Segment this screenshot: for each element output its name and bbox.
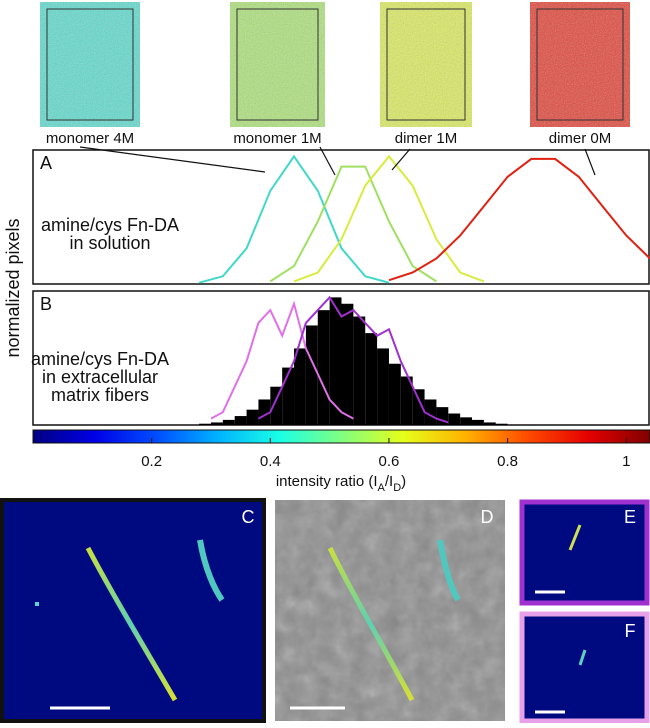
legend-label: dimer 1M [395, 130, 458, 147]
histogram-bar [246, 409, 259, 425]
line [210, 300, 354, 420]
panels [0, 498, 650, 724]
histogram-bar [400, 376, 413, 425]
sample-texture [230, 2, 325, 127]
fiber [85, 546, 178, 702]
histogram-bar [483, 422, 496, 425]
histogram-bar [448, 413, 461, 425]
histogram-bar [472, 419, 484, 425]
sample-images [40, 2, 630, 127]
histogram-bar [436, 407, 449, 425]
leader-line [584, 148, 596, 176]
histogram-bar [234, 416, 247, 425]
histogram-bar [377, 348, 389, 425]
leader-line [79, 146, 266, 173]
annotation: in extracellular [42, 367, 158, 387]
histogram-bar [199, 423, 211, 425]
x-axis-label-part: intensity ratio (I [276, 473, 378, 490]
line [198, 154, 390, 284]
panel-letter: A [40, 153, 52, 173]
texture [275, 500, 505, 721]
plot-frame [32, 149, 650, 285]
histogram-bar [270, 386, 283, 425]
annotation: matrix fibers [51, 385, 149, 405]
x-tick-label: 1 [622, 453, 630, 470]
fiber [327, 546, 415, 702]
x-tick-label: 0.8 [497, 453, 518, 470]
legend-label: monomer 4M [46, 130, 134, 147]
panel-letter: B [40, 294, 52, 314]
x-axis-label: intensity ratio (IA/ID) [276, 473, 406, 494]
x-tick-label: 0.4 [260, 453, 281, 470]
leader-line [391, 148, 411, 171]
panel-letter: D [481, 507, 494, 527]
histogram-bar [294, 348, 306, 425]
fiber [437, 539, 461, 602]
sample-texture [530, 2, 630, 127]
sample-texture [380, 2, 472, 127]
histogram-bar [282, 367, 295, 425]
histogram-bar [317, 310, 330, 425]
histogram-bar [495, 423, 508, 425]
panel-c-image [0, 498, 266, 723]
histogram-bar [365, 333, 378, 425]
line [269, 165, 437, 283]
fiber [197, 539, 225, 602]
panel-letter: C [242, 507, 255, 527]
histogram-bar [341, 303, 354, 425]
y-axis-label: normalized pixels [3, 218, 23, 357]
x-axis-label-part: /I [385, 473, 393, 490]
colorbar [32, 429, 650, 444]
line [293, 154, 485, 283]
annotation: amine/cys Fn-DA [31, 349, 169, 369]
x-tick-label: 0.2 [141, 453, 162, 470]
x-axis-label-part: ) [401, 473, 406, 490]
sample-texture [40, 2, 140, 127]
panel-letter: F [625, 621, 636, 641]
x-tick-label: 0.6 [379, 453, 400, 470]
sample-border [46, 8, 134, 121]
fiber [578, 649, 587, 666]
histogram-bar [424, 399, 437, 425]
line [257, 295, 449, 424]
x-axis-label-part: D [393, 482, 401, 494]
fiber [568, 524, 582, 551]
line [388, 157, 650, 282]
histogram-bar [222, 419, 235, 425]
speck [35, 602, 39, 606]
legend-label: monomer 1M [233, 130, 321, 147]
sample-border [386, 8, 466, 121]
annotation: amine/cys Fn-DA [41, 215, 179, 235]
histogram-bar [388, 363, 401, 425]
leader-line [319, 146, 336, 176]
x-axis-label-part: A [378, 482, 386, 494]
sample-border [236, 8, 319, 121]
histogram-bar [460, 417, 473, 425]
legend-label: dimer 0M [549, 130, 612, 147]
histogram-bar [329, 297, 342, 425]
histogram-bar [210, 422, 223, 425]
histogram-bar [258, 399, 271, 425]
sample-border [536, 8, 624, 121]
histogram-bar [353, 316, 366, 425]
panel-e-image [519, 499, 650, 606]
histogram-bar [412, 389, 425, 425]
panel-f-image [519, 611, 650, 724]
histogram-bar [305, 325, 318, 425]
annotation: in solution [69, 233, 150, 253]
panel-letter: E [624, 507, 636, 527]
